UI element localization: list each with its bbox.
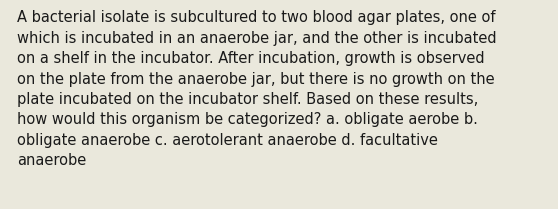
Text: A bacterial isolate is subcultured to two blood agar plates, one of
which is inc: A bacterial isolate is subcultured to tw… — [17, 10, 497, 168]
